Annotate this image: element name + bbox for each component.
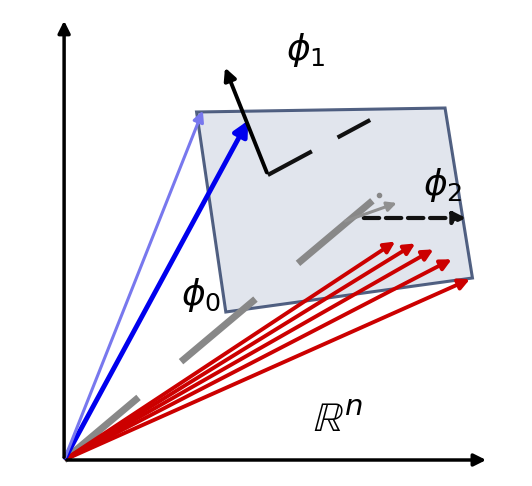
Text: $\phi_2$: $\phi_2$ (423, 166, 463, 204)
Text: $\mathbb{R}^n$: $\mathbb{R}^n$ (313, 399, 363, 441)
Text: $\phi_0$: $\phi_0$ (181, 276, 221, 314)
Text: $\phi_1$: $\phi_1$ (286, 31, 326, 69)
Polygon shape (196, 108, 472, 312)
